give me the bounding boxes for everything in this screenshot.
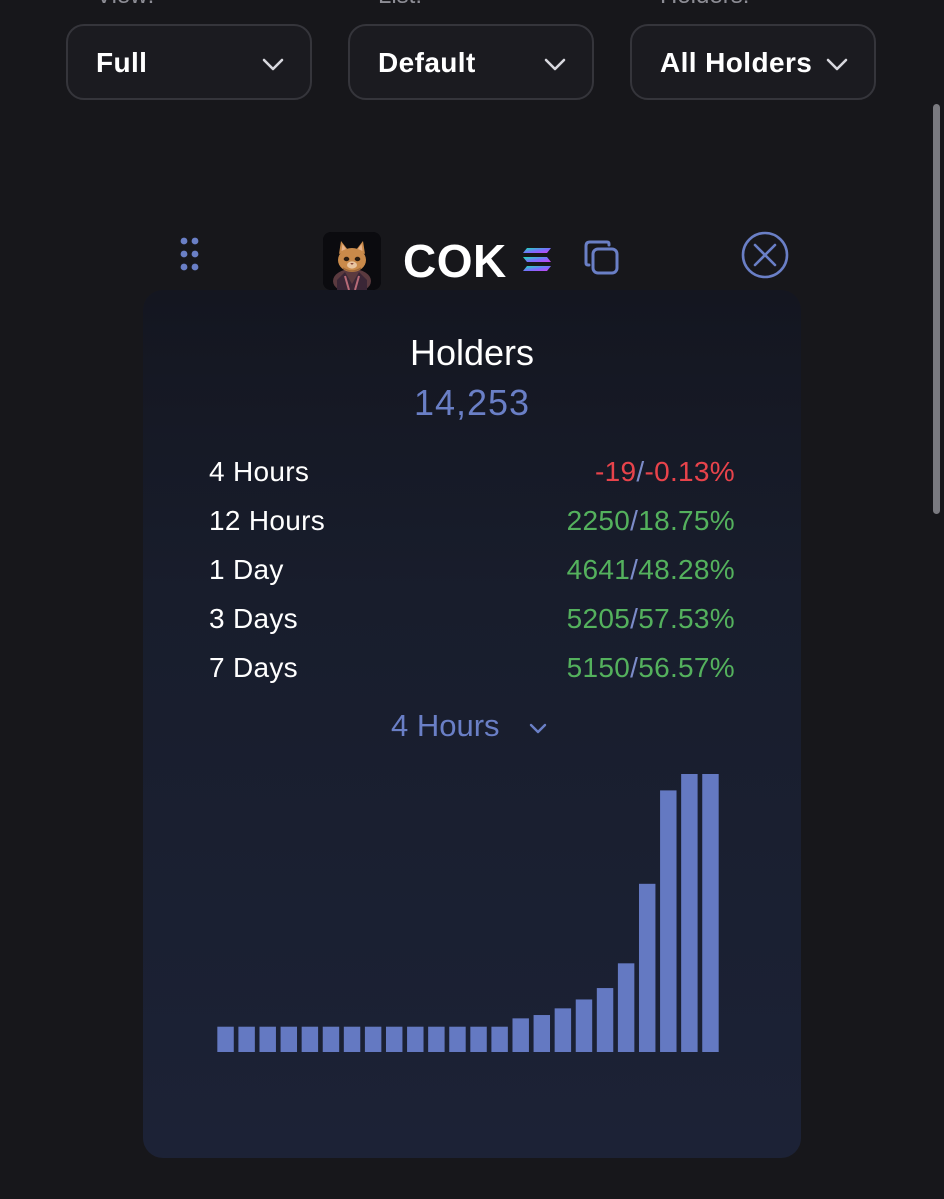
chart-bar (512, 1018, 529, 1052)
copy-icon[interactable] (583, 239, 621, 277)
chart-bar (617, 963, 635, 1052)
stat-change-percent: 18.75% (638, 505, 735, 536)
stat-period: 4 Hours (209, 456, 310, 487)
stat-row: 1 Day 4641/48.28% (209, 550, 735, 590)
holders-select-value: All Holders (660, 47, 813, 78)
stat-row: 4 Hours -19/-0.13% (209, 452, 735, 492)
chart-bar (638, 883, 656, 1052)
stat-change-count: -19 (595, 456, 637, 487)
cat-avatar (323, 232, 381, 290)
solana-icon (523, 248, 551, 271)
stat-separator: / (636, 456, 645, 487)
chart-bar (575, 999, 593, 1052)
chart-bar (702, 774, 719, 1052)
chart-bar (681, 774, 698, 1052)
chevron-down-icon (529, 723, 547, 734)
chart-bar (238, 1026, 255, 1052)
stat-change-percent: 57.53% (638, 603, 735, 634)
stat-separator: / (630, 652, 639, 683)
stat-period: 1 Day (209, 554, 284, 585)
chart-bar (596, 988, 614, 1052)
stat-change: 4641/48.28% (567, 554, 735, 586)
view-filter-label: View: (96, 0, 154, 10)
chart-bar (554, 1008, 572, 1052)
chart-bar (491, 1026, 508, 1052)
stat-separator: / (630, 603, 639, 634)
stat-separator: / (630, 554, 639, 585)
chart-bar (280, 1026, 298, 1052)
stat-period: 3 Days (209, 603, 298, 634)
stat-change-percent: -0.13% (644, 456, 735, 487)
list-select-value: Default (378, 47, 476, 78)
scrollbar[interactable] (930, 100, 944, 1199)
stat-separator: / (630, 505, 639, 536)
list-filter-label: List: (378, 0, 422, 10)
scrollbar-thumb[interactable] (933, 104, 940, 514)
stat-change-count: 2250 (566, 505, 631, 536)
chevron-down-icon (826, 58, 848, 71)
close-icon[interactable] (740, 230, 790, 280)
stat-row: 3 Days 5205/57.53% (209, 599, 735, 639)
card-header: COK (170, 228, 800, 298)
view-select[interactable]: Full (66, 24, 312, 100)
holders-count: 14,253 (413, 382, 531, 423)
stat-period: 7 Days (209, 652, 298, 683)
chart-bar (449, 1026, 466, 1052)
chevron-down-icon (544, 58, 566, 71)
chart-bar (217, 1026, 234, 1052)
stat-change-count: 5205 (566, 603, 631, 634)
stat-change-percent: 48.28% (638, 554, 735, 585)
chart-bar (428, 1026, 445, 1052)
list-select[interactable]: Default (348, 24, 594, 100)
period-selector-value: 4 Hours (391, 708, 500, 743)
holders-filter-label: Holders: (660, 0, 749, 10)
holders-card: Holders 14,253 4 Hours -19/-0.13% 12 Hou… (143, 290, 801, 1158)
holders-bar-chart (217, 774, 719, 1052)
chart-bar (407, 1026, 424, 1052)
stat-change: 2250/18.75% (567, 505, 735, 537)
stat-change-count: 4641 (566, 554, 631, 585)
stat-change: -19/-0.13% (595, 456, 735, 488)
chart-bar (259, 1026, 276, 1052)
drag-handle-icon[interactable] (178, 236, 202, 274)
stat-change: 5150/56.57% (567, 652, 735, 684)
holders-select[interactable]: All Holders (630, 24, 876, 100)
token-name: COK (403, 235, 507, 287)
period-selector[interactable]: 4 Hours (383, 706, 563, 750)
stat-row: 7 Days 5150/56.57% (209, 648, 735, 688)
chart-bar (364, 1026, 382, 1052)
chevron-down-icon (262, 58, 284, 71)
chart-bar (470, 1026, 487, 1052)
chart-bar (533, 1015, 551, 1052)
holders-title: Holders (409, 332, 535, 373)
chart-bar (343, 1026, 361, 1052)
stat-change-percent: 56.57% (638, 652, 735, 683)
stat-change: 5205/57.53% (567, 603, 735, 635)
view-select-value: Full (96, 47, 148, 78)
stat-row: 12 Hours 2250/18.75% (209, 501, 735, 541)
stat-period: 12 Hours (209, 505, 326, 536)
chart-bar (322, 1026, 340, 1052)
chart-bar (660, 790, 677, 1052)
stat-change-count: 5150 (566, 652, 631, 683)
chart-bar (301, 1026, 319, 1052)
chart-bar (385, 1026, 403, 1052)
